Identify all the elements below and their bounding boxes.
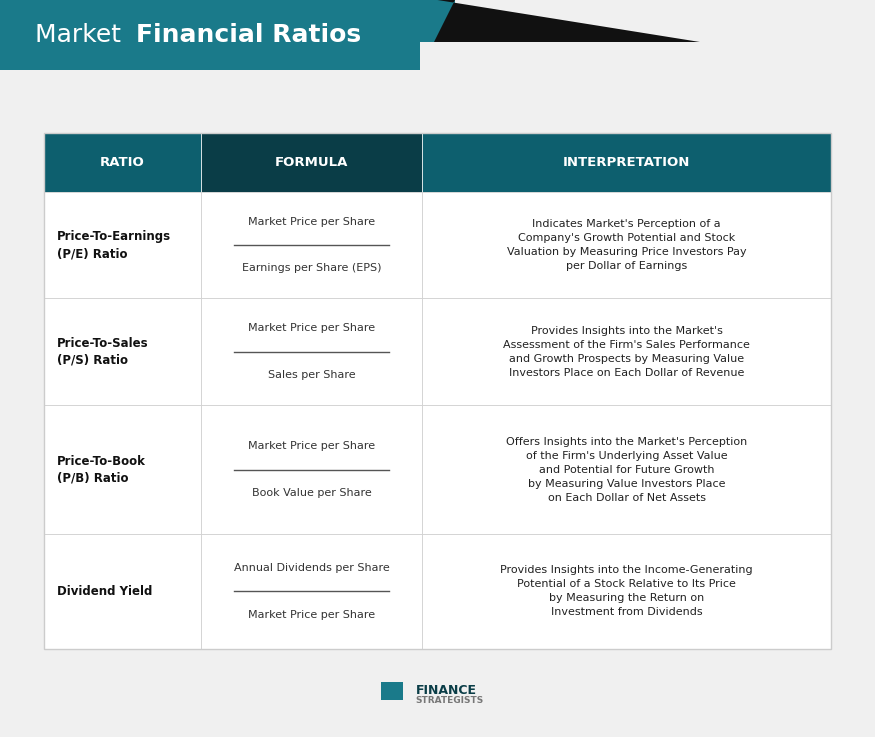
FancyBboxPatch shape	[201, 534, 422, 649]
Text: FINANCE: FINANCE	[416, 684, 477, 697]
Text: FORMULA: FORMULA	[275, 156, 348, 169]
FancyBboxPatch shape	[201, 192, 422, 298]
FancyBboxPatch shape	[422, 192, 831, 298]
FancyBboxPatch shape	[420, 42, 875, 77]
Text: Market: Market	[35, 23, 129, 47]
FancyBboxPatch shape	[422, 534, 831, 649]
Text: Indicates Market's Perception of a
Company's Growth Potential and Stock
Valuatio: Indicates Market's Perception of a Compa…	[507, 219, 746, 271]
FancyBboxPatch shape	[0, 0, 455, 70]
FancyBboxPatch shape	[201, 405, 422, 534]
Text: Dividend Yield: Dividend Yield	[57, 585, 152, 598]
FancyBboxPatch shape	[44, 298, 201, 405]
Text: Offers Insights into the Market's Perception
of the Firm's Underlying Asset Valu: Offers Insights into the Market's Percep…	[506, 437, 747, 503]
FancyBboxPatch shape	[44, 192, 201, 298]
FancyBboxPatch shape	[381, 682, 402, 700]
Text: Financial Ratios: Financial Ratios	[136, 23, 360, 47]
Text: Provides Insights into the Market's
Assessment of the Firm's Sales Performance
a: Provides Insights into the Market's Asse…	[503, 326, 750, 378]
Text: Price-To-Earnings
(P/E) Ratio: Price-To-Earnings (P/E) Ratio	[57, 230, 171, 260]
Text: Market Price per Share: Market Price per Share	[248, 217, 375, 227]
FancyBboxPatch shape	[422, 133, 831, 192]
FancyBboxPatch shape	[201, 133, 422, 192]
Text: Market Price per Share: Market Price per Share	[248, 324, 375, 333]
Text: STRATEGISTS: STRATEGISTS	[416, 696, 484, 705]
Text: Market Price per Share: Market Price per Share	[248, 441, 375, 451]
Text: Earnings per Share (EPS): Earnings per Share (EPS)	[242, 264, 382, 273]
Text: Provides Insights into the Income-Generating
Potential of a Stock Relative to It: Provides Insights into the Income-Genera…	[500, 565, 752, 618]
Text: Market Price per Share: Market Price per Share	[248, 610, 375, 620]
Text: Sales per Share: Sales per Share	[268, 371, 355, 380]
FancyBboxPatch shape	[201, 298, 422, 405]
FancyBboxPatch shape	[422, 405, 831, 534]
Text: Price-To-Sales
(P/S) Ratio: Price-To-Sales (P/S) Ratio	[57, 337, 149, 367]
Text: RATIO: RATIO	[100, 156, 145, 169]
Text: Price-To-Book
(P/B) Ratio: Price-To-Book (P/B) Ratio	[57, 455, 146, 485]
Text: Book Value per Share: Book Value per Share	[252, 489, 371, 498]
Polygon shape	[420, 0, 875, 70]
Text: INTERPRETATION: INTERPRETATION	[563, 156, 690, 169]
Text: Annual Dividends per Share: Annual Dividends per Share	[234, 563, 389, 573]
FancyBboxPatch shape	[422, 298, 831, 405]
FancyBboxPatch shape	[44, 133, 201, 192]
FancyBboxPatch shape	[44, 405, 201, 534]
FancyBboxPatch shape	[44, 534, 201, 649]
